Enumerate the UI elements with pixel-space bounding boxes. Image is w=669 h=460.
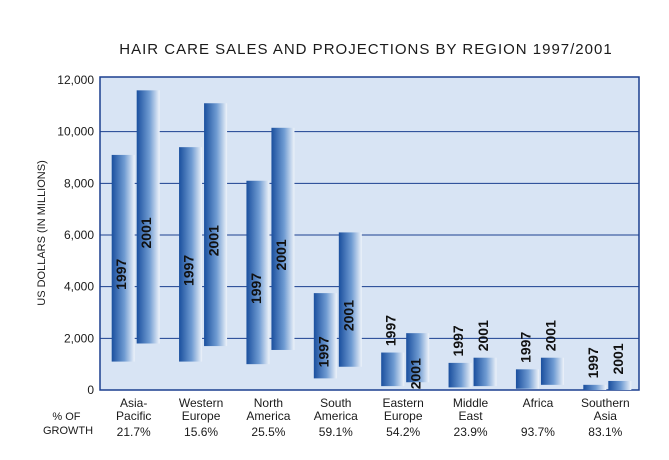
year-label: 1997	[181, 255, 197, 286]
bar-1997	[313, 293, 337, 379]
bar-2001	[204, 103, 228, 347]
y-tick-label: 6,000	[64, 228, 94, 242]
category-label: Asia-Pacific	[116, 396, 151, 423]
category-label: South America	[314, 396, 358, 423]
bar-1997	[246, 180, 270, 365]
bar-1997	[381, 352, 405, 387]
growth-value: 59.1%	[319, 425, 353, 439]
year-label: 2001	[475, 320, 491, 351]
bar-2001	[540, 357, 564, 385]
year-label: 2001	[408, 358, 424, 389]
year-label: 1997	[113, 258, 129, 289]
bar-2001	[136, 90, 160, 344]
growth-value: 93.7%	[521, 425, 555, 439]
year-label: 1997	[383, 315, 399, 346]
category-label: Africa	[523, 396, 554, 410]
growth-value: 25.5%	[251, 425, 285, 439]
year-label: 2001	[610, 343, 626, 374]
category-label: Middle East	[453, 396, 489, 423]
year-label: 2001	[340, 300, 356, 331]
growth-value: 15.6%	[184, 425, 218, 439]
y-tick-label: 10,000	[57, 125, 94, 139]
bar-2001	[608, 380, 632, 390]
y-axis-label: US DOLLARS (IN MILLIONS)	[36, 160, 48, 305]
bar-1997	[583, 384, 607, 390]
growth-value: 23.9%	[454, 425, 488, 439]
year-label: 1997	[248, 273, 264, 304]
growth-label: % OF GROWTH	[43, 411, 93, 437]
year-label: 2001	[206, 225, 222, 256]
bar-1997	[515, 369, 539, 389]
year-label: 2001	[273, 239, 289, 270]
year-label: 1997	[585, 347, 601, 378]
year-label: 1997	[450, 325, 466, 356]
bar-1997	[448, 362, 472, 388]
bar-2001	[271, 127, 295, 350]
bar-1997	[111, 154, 135, 362]
chart-title: HAIR CARE SALES AND PROJECTIONS BY REGIO…	[119, 41, 612, 58]
y-tick-label: 0	[87, 383, 94, 397]
y-tick-label: 12,000	[57, 73, 94, 87]
growth-label-line-1: % OF	[52, 411, 80, 423]
category-label: Southern Asia	[581, 396, 630, 423]
bar-1997	[179, 147, 203, 362]
year-label: 1997	[517, 332, 533, 363]
growth-value: 83.1%	[588, 425, 622, 439]
category-label: Western Europe	[179, 396, 223, 423]
growth-value: 54.2%	[386, 425, 420, 439]
year-label: 1997	[315, 336, 331, 367]
y-tick-label: 8,000	[64, 176, 94, 190]
y-tick-label: 4,000	[64, 280, 94, 294]
y-tick-label: 2,000	[64, 331, 94, 345]
growth-label-line-2: GROWTH	[43, 425, 93, 437]
bar-2001	[406, 333, 430, 383]
category-label: North America	[246, 396, 290, 423]
bar-2001	[473, 357, 497, 387]
bar-2001	[338, 232, 362, 367]
growth-value: 21.7%	[117, 425, 151, 439]
year-label: 2001	[138, 217, 154, 248]
year-label: 2001	[542, 320, 558, 351]
category-label: Eastern Europe	[383, 396, 424, 423]
